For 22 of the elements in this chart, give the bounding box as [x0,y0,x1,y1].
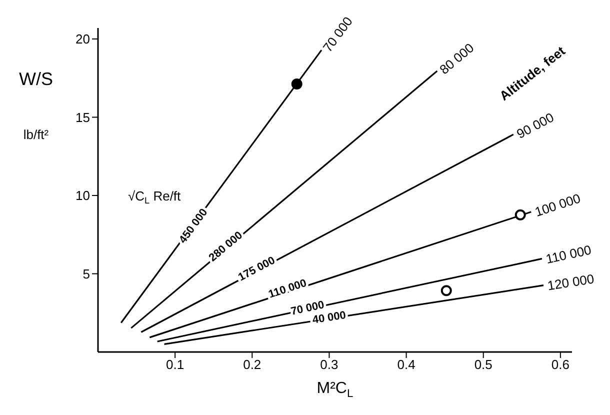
x-tick-label: 0.3 [320,357,338,372]
y-tick-label: 20 [76,32,90,47]
text: 70 000 [319,14,356,55]
y-tick-label: 15 [76,110,90,125]
x-axis-title: M²C$_{L}$ [316,380,354,400]
text: 90 000 [514,109,556,142]
y-tick-label: 5 [82,266,90,282]
y-tick-label: 10 [76,188,90,204]
point [440,285,452,296]
text: 100 000 [532,190,582,220]
x-tick-label: 0.2 [243,357,262,372]
x-tick-label: 0.4 [397,357,416,372]
annotation: √C$_{L}$ Re/ft [128,188,182,206]
point [291,78,302,90]
x-tick-label: 0.6 [551,357,570,372]
x-tick-label: 0.5 [474,357,492,372]
text: W/S lb/ft² [19,68,53,142]
text: 120 000 [546,270,596,293]
text: 80 000 [436,40,476,77]
x-tick-label: 0.1 [166,357,184,372]
point [514,209,526,220]
text: 110 000 [544,242,593,266]
